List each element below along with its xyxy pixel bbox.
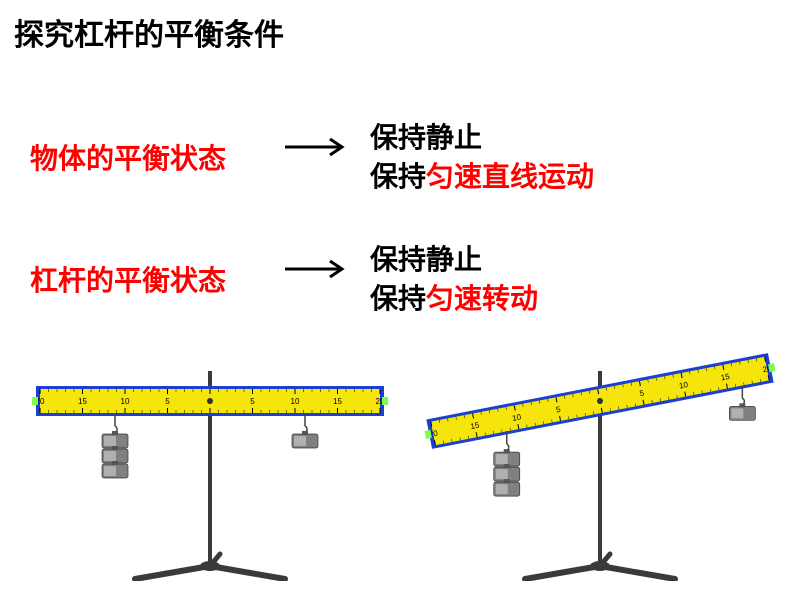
page-title: 探究杠杆的平衡条件	[14, 10, 284, 54]
desc-prefix: 保持	[370, 283, 426, 314]
arrow-icon	[280, 137, 360, 157]
desc-prefix: 保持	[370, 122, 426, 153]
label-object-state: 物体的平衡状态	[30, 137, 280, 177]
row-lever-equilibrium: 杠杆的平衡状态 保持静止 保持匀速转动	[30, 240, 538, 318]
label-lever-state: 杠杆的平衡状态	[30, 259, 280, 299]
desc-lever: 保持静止 保持匀速转动	[370, 240, 538, 318]
desc-line: 保持静止	[370, 118, 594, 157]
desc-line: 保持匀速转动	[370, 279, 538, 318]
arrow-icon	[280, 259, 360, 279]
desc-line: 保持匀速直线运动	[370, 157, 594, 196]
apparatus-tilted: 201510505101520	[420, 341, 780, 586]
svg-text:5: 5	[250, 397, 255, 406]
desc-highlight: 匀速转动	[426, 283, 538, 314]
svg-text:15: 15	[333, 397, 342, 406]
desc-object: 保持静止 保持匀速直线运动	[370, 118, 594, 196]
apparatus-balanced: 201510505101520	[30, 341, 390, 586]
svg-text:10: 10	[291, 397, 300, 406]
desc-prefix: 保持	[370, 244, 426, 275]
desc-prefix: 保持	[370, 161, 426, 192]
desc-highlight: 匀速直线运动	[426, 161, 594, 192]
svg-text:10: 10	[121, 397, 130, 406]
desc-highlight: 静止	[426, 244, 482, 275]
row-object-equilibrium: 物体的平衡状态 保持静止 保持匀速直线运动	[30, 118, 594, 196]
apparatus-area: 201510505101520 201510505101520	[0, 346, 794, 596]
desc-line: 保持静止	[370, 240, 538, 279]
desc-highlight: 静止	[426, 122, 482, 153]
svg-text:5: 5	[165, 397, 170, 406]
svg-text:15: 15	[78, 397, 87, 406]
